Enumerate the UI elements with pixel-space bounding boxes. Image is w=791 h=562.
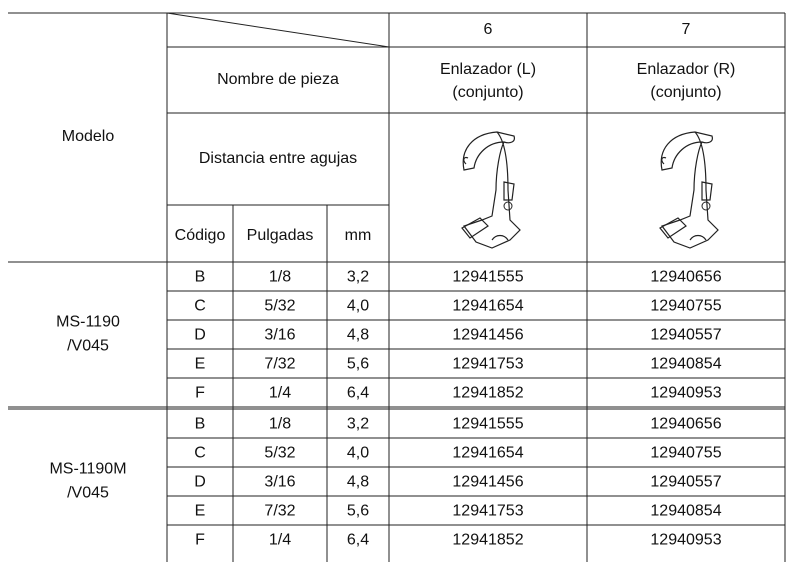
cell-text: /V045: [67, 485, 109, 502]
cell-text: C: [194, 298, 206, 315]
cell-text: MS-1190M: [49, 461, 126, 478]
cell-text: (conjunto): [452, 84, 523, 101]
cell-text: 12940656: [650, 416, 721, 433]
cell-text: 12940557: [650, 474, 721, 491]
cell-text: Enlazador (L): [440, 61, 536, 78]
cell-text: Enlazador (R): [637, 61, 736, 78]
table-lines: [8, 12, 786, 562]
cell-text: 12940953: [650, 385, 721, 402]
cell-text: 12941456: [452, 474, 523, 491]
cell-text: Nombre de pieza: [217, 71, 339, 88]
cell-text: Código: [175, 227, 226, 244]
cell-text: 5/32: [264, 445, 295, 462]
cell-text: 6,4: [347, 532, 369, 549]
cell-text: 12941753: [452, 503, 523, 520]
cell-text: 3,2: [347, 269, 369, 286]
cell-text: F: [195, 532, 205, 549]
hook-illustration: [461, 131, 521, 249]
cell-text: D: [194, 327, 206, 344]
cell-text: 12941654: [452, 298, 523, 315]
cell-text: 12941555: [452, 416, 523, 433]
cell-text: D: [194, 474, 206, 491]
cell-text: 1/8: [269, 416, 291, 433]
cell-text: 5/32: [264, 298, 295, 315]
cell-text: 1/4: [269, 532, 291, 549]
cell-text: 5,6: [347, 356, 369, 373]
cell-text: B: [195, 416, 206, 433]
cell-text: 12940557: [650, 327, 721, 344]
cell-text: 12940755: [650, 445, 721, 462]
cell-text: Distancia entre agujas: [199, 150, 357, 167]
cell-text: 3/16: [264, 327, 295, 344]
cell-text: F: [195, 385, 205, 402]
cell-text: 3,2: [347, 416, 369, 433]
cell-text: 12941456: [452, 327, 523, 344]
cell-text: B: [195, 269, 206, 286]
cell-text: 12941852: [452, 532, 523, 549]
cell-text: 12941753: [452, 356, 523, 373]
cell-text: Modelo: [62, 128, 115, 145]
cell-text: 4,0: [347, 298, 369, 315]
cell-text: 12941852: [452, 385, 523, 402]
cell-text: 7/32: [264, 503, 295, 520]
cell-text: (conjunto): [650, 84, 721, 101]
cell-text: E: [195, 356, 206, 373]
cell-text: 12941654: [452, 445, 523, 462]
cell-text: 12940953: [650, 532, 721, 549]
cell-text: 6,4: [347, 385, 369, 402]
cell-text: 7: [682, 21, 691, 38]
table-line: [166, 12, 390, 48]
cell-text: 6: [484, 21, 493, 38]
cell-text: Pulgadas: [247, 227, 314, 244]
cell-text: 3/16: [264, 474, 295, 491]
cell-text: 12940854: [650, 503, 721, 520]
cell-text: 5,6: [347, 503, 369, 520]
cell-text: /V045: [67, 338, 109, 355]
cell-text: 12940755: [650, 298, 721, 315]
cell-text: C: [194, 445, 206, 462]
hook-illustration: [659, 131, 719, 249]
cell-text: 1/8: [269, 269, 291, 286]
cell-text: E: [195, 503, 206, 520]
cell-text: 1/4: [269, 385, 291, 402]
cell-text: 7/32: [264, 356, 295, 373]
cell-text: 4,8: [347, 327, 369, 344]
cell-text: 12940854: [650, 356, 721, 373]
cell-text: 4,0: [347, 445, 369, 462]
cell-text: 12940656: [650, 269, 721, 286]
cell-text: mm: [345, 227, 372, 244]
cell-text: 4,8: [347, 474, 369, 491]
cell-text: MS-1190: [56, 314, 120, 331]
cell-text: 12941555: [452, 269, 523, 286]
